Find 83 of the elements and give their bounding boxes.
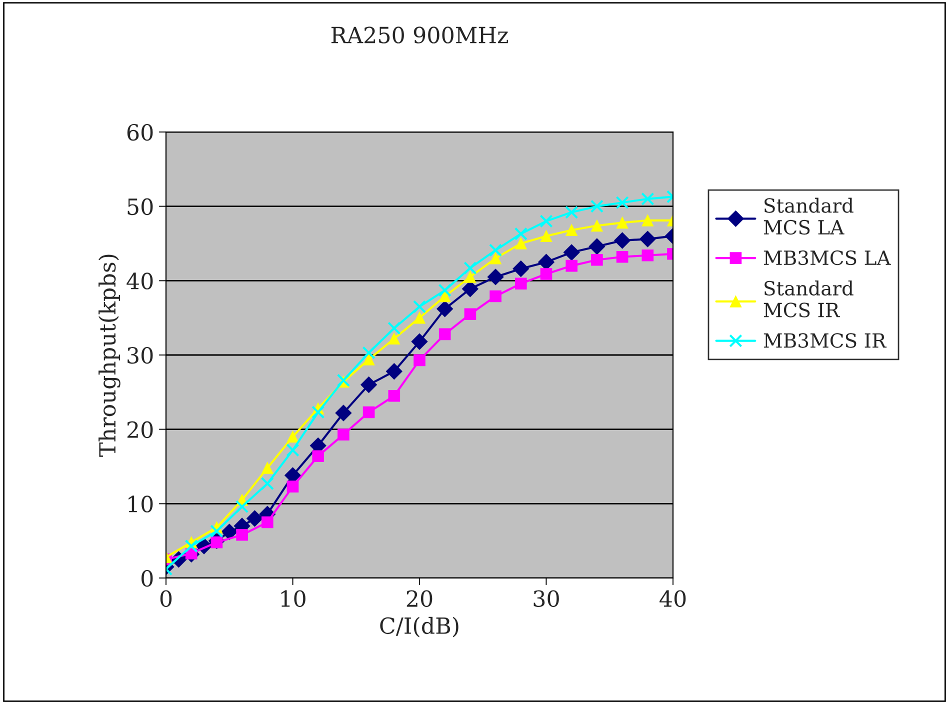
point [236, 528, 248, 541]
point [362, 346, 376, 360]
point [261, 462, 274, 474]
point [184, 539, 198, 553]
point [464, 308, 476, 320]
point [538, 254, 554, 270]
point [210, 524, 224, 538]
y-tick-label: 30 [128, 346, 153, 364]
point [386, 363, 402, 380]
point [362, 354, 375, 366]
y-tick-label: 50 [128, 198, 153, 216]
point [411, 333, 428, 350]
x-tick-label: 0 [160, 590, 172, 608]
point [566, 260, 578, 272]
y-tick-label: 10 [128, 496, 153, 512]
legend-label: MB3MCS IR [764, 333, 887, 348]
point [616, 196, 629, 210]
point [642, 249, 654, 262]
chart-title: RA250 900MHz [331, 26, 508, 44]
legend-label: Standard MCS IR [764, 280, 854, 318]
point [235, 500, 249, 514]
point [514, 278, 527, 290]
point [338, 428, 350, 440]
legend-label: Standard MCS LA [764, 198, 854, 235]
point [490, 252, 502, 264]
point [616, 216, 628, 229]
y-tick-label: 20 [127, 421, 153, 438]
point [246, 510, 263, 527]
point [540, 214, 553, 228]
x-tick-label: 30 [534, 590, 559, 608]
point [360, 376, 378, 393]
y-axis-title: Throughput(kpbs) [98, 254, 120, 457]
point [362, 406, 375, 418]
point [335, 404, 352, 422]
point [436, 300, 454, 318]
point [464, 271, 476, 283]
point [221, 524, 238, 540]
point [438, 284, 452, 297]
point [616, 250, 628, 263]
x-axis-title: C/I(dB) [380, 616, 458, 638]
x-tick-label: 40 [660, 590, 686, 608]
point [565, 206, 578, 219]
point [388, 322, 401, 335]
point [639, 230, 656, 248]
point [438, 328, 451, 340]
point [312, 450, 324, 462]
point [514, 227, 528, 240]
point [286, 444, 300, 457]
point [540, 230, 552, 242]
point [414, 312, 426, 324]
point [642, 214, 654, 226]
point [388, 332, 400, 345]
point [514, 238, 527, 250]
point [641, 192, 654, 206]
point [261, 516, 274, 528]
point [462, 280, 478, 298]
x-tick-label: 20 [406, 590, 432, 608]
point [566, 224, 578, 236]
point [464, 261, 477, 275]
point [563, 244, 580, 261]
point [488, 244, 502, 257]
point [614, 232, 631, 249]
point [414, 354, 426, 366]
point [588, 238, 606, 255]
y-tick-label: 60 [127, 124, 153, 141]
y-tick-label: 0 [142, 570, 153, 587]
point [512, 260, 530, 277]
point [487, 268, 504, 286]
point [388, 390, 400, 402]
point [312, 406, 325, 419]
point [260, 476, 274, 490]
point [286, 430, 299, 443]
point [438, 290, 451, 302]
point [591, 220, 603, 232]
point [540, 268, 552, 280]
legend-label: MB3MCS LA [764, 250, 891, 266]
y-tick-label: 40 [126, 272, 153, 290]
point [286, 480, 299, 492]
point [590, 200, 604, 213]
point [490, 290, 502, 302]
point [412, 300, 426, 314]
point [591, 254, 603, 266]
x-tick-label: 10 [281, 590, 306, 608]
